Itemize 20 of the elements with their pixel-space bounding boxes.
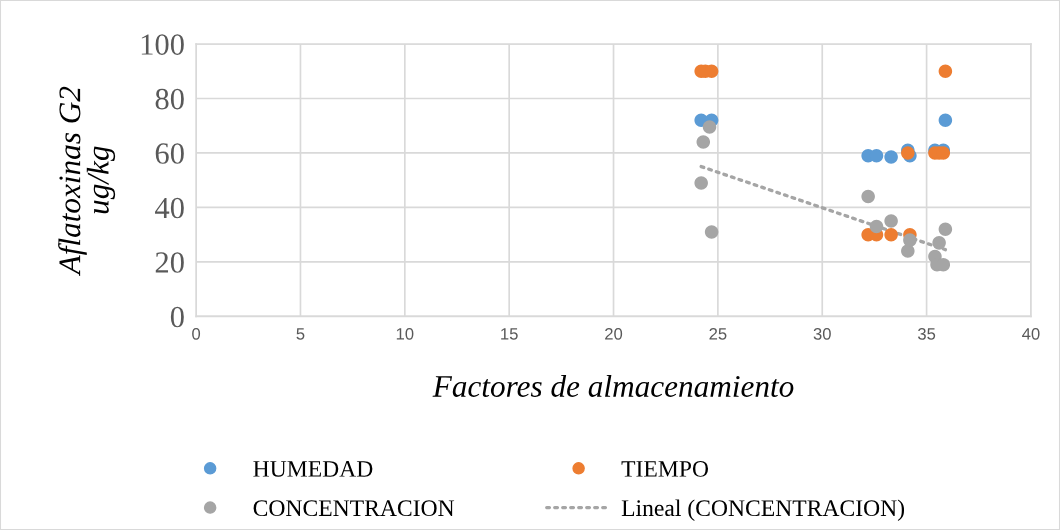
x-tick-label: 35 bbox=[917, 327, 936, 340]
x-tick-label: 10 bbox=[396, 327, 414, 340]
y-tick-label: 60 bbox=[155, 143, 184, 164]
y-tick-label: 80 bbox=[155, 88, 184, 110]
legend-label: Lineal (CONCENTRACION) bbox=[621, 499, 905, 521]
x-tick-label: 5 bbox=[296, 328, 305, 340]
legend-label: TIEMPO bbox=[621, 460, 709, 477]
y-tick-label: 20 bbox=[155, 252, 184, 273]
x-tick-label: 0 bbox=[192, 327, 201, 340]
y-axis-title: Aflatoxinas G2 ug/kg bbox=[58, 86, 116, 277]
x-axis-title: Factores de almacenamiento bbox=[432, 374, 794, 397]
x-tick-label: 15 bbox=[501, 328, 518, 340]
x-tick-label: 25 bbox=[709, 327, 727, 340]
y-tick-label: 40 bbox=[155, 197, 184, 219]
x-tick-label: 20 bbox=[605, 327, 623, 340]
legend-label: CONCENTRACION bbox=[253, 500, 455, 517]
y-tick-label: 100 bbox=[141, 34, 184, 55]
legend-label: HUMEDAD bbox=[253, 461, 373, 477]
x-tick-label: 30 bbox=[813, 327, 831, 340]
x-tick-label: 40 bbox=[1022, 327, 1040, 340]
